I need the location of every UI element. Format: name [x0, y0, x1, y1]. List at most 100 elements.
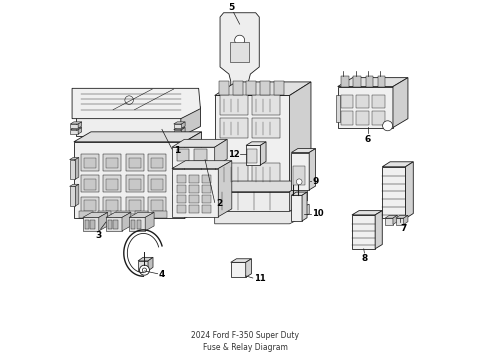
Polygon shape — [99, 212, 108, 231]
Polygon shape — [83, 217, 99, 231]
Text: 5: 5 — [228, 3, 235, 12]
Polygon shape — [302, 192, 307, 221]
Bar — [148, 154, 166, 171]
Bar — [202, 205, 212, 213]
Circle shape — [295, 213, 302, 220]
Bar — [353, 76, 361, 86]
Polygon shape — [181, 107, 200, 136]
Bar — [372, 95, 385, 108]
Polygon shape — [309, 149, 316, 190]
Polygon shape — [173, 124, 181, 128]
Polygon shape — [138, 261, 148, 271]
Bar — [372, 111, 385, 125]
Text: 8: 8 — [362, 255, 368, 264]
Bar — [356, 111, 369, 125]
Polygon shape — [70, 124, 78, 128]
Bar — [151, 158, 163, 168]
Bar — [189, 185, 198, 193]
Bar — [230, 42, 249, 62]
Bar — [260, 81, 270, 95]
Bar — [356, 95, 369, 108]
Bar — [103, 175, 122, 193]
Polygon shape — [181, 127, 185, 134]
Bar — [189, 175, 198, 183]
Polygon shape — [78, 122, 82, 128]
Bar — [176, 185, 186, 193]
Polygon shape — [231, 259, 251, 262]
Polygon shape — [148, 257, 153, 271]
Bar — [126, 175, 144, 193]
Polygon shape — [215, 204, 309, 224]
Polygon shape — [375, 211, 382, 249]
Bar — [85, 220, 89, 229]
Bar — [176, 195, 186, 203]
Polygon shape — [75, 107, 200, 117]
Text: 11: 11 — [254, 274, 266, 283]
Polygon shape — [215, 95, 290, 192]
Polygon shape — [290, 82, 311, 192]
Polygon shape — [352, 215, 375, 249]
Bar — [173, 175, 183, 191]
Bar — [103, 197, 122, 214]
Polygon shape — [70, 184, 79, 186]
Polygon shape — [106, 217, 122, 231]
Bar — [81, 197, 99, 214]
Polygon shape — [172, 168, 218, 217]
Text: 4: 4 — [159, 270, 165, 279]
Polygon shape — [83, 212, 108, 217]
Text: 1: 1 — [174, 146, 181, 155]
Bar — [126, 197, 144, 214]
Bar — [252, 163, 280, 185]
Bar — [84, 158, 96, 168]
Polygon shape — [292, 149, 316, 153]
Bar — [129, 200, 141, 211]
Bar — [114, 220, 118, 229]
Bar — [195, 149, 207, 161]
Polygon shape — [404, 215, 408, 225]
Bar — [233, 81, 243, 95]
Bar — [246, 81, 256, 95]
Bar — [148, 197, 166, 214]
Bar — [341, 95, 353, 108]
Polygon shape — [218, 161, 232, 217]
Bar — [220, 118, 248, 138]
Bar — [336, 95, 340, 122]
Polygon shape — [70, 130, 78, 134]
Polygon shape — [292, 153, 309, 190]
Polygon shape — [122, 212, 131, 231]
Bar — [202, 195, 212, 203]
Polygon shape — [245, 259, 251, 277]
Bar — [106, 158, 119, 168]
Text: 6: 6 — [365, 135, 371, 144]
Bar — [137, 220, 141, 229]
Polygon shape — [405, 162, 413, 219]
Polygon shape — [138, 257, 153, 261]
Polygon shape — [215, 192, 290, 211]
Polygon shape — [385, 218, 393, 225]
Text: 7: 7 — [400, 224, 407, 233]
Bar — [341, 111, 353, 125]
Bar — [131, 220, 135, 229]
Polygon shape — [385, 215, 397, 218]
Bar — [176, 175, 186, 183]
Polygon shape — [231, 262, 245, 277]
Polygon shape — [70, 127, 82, 130]
Polygon shape — [75, 158, 79, 179]
Bar — [366, 76, 373, 86]
Polygon shape — [338, 86, 393, 127]
Bar — [129, 179, 141, 190]
Polygon shape — [215, 82, 311, 95]
Polygon shape — [292, 195, 302, 221]
Bar — [173, 195, 183, 211]
Circle shape — [383, 121, 392, 131]
Bar — [189, 205, 198, 213]
Polygon shape — [173, 122, 185, 124]
Bar — [135, 211, 148, 218]
Bar — [84, 200, 96, 211]
Polygon shape — [184, 132, 201, 219]
Polygon shape — [70, 158, 79, 159]
Text: 9: 9 — [312, 176, 318, 185]
Bar — [153, 211, 167, 218]
Polygon shape — [78, 127, 82, 134]
Bar — [294, 166, 305, 185]
